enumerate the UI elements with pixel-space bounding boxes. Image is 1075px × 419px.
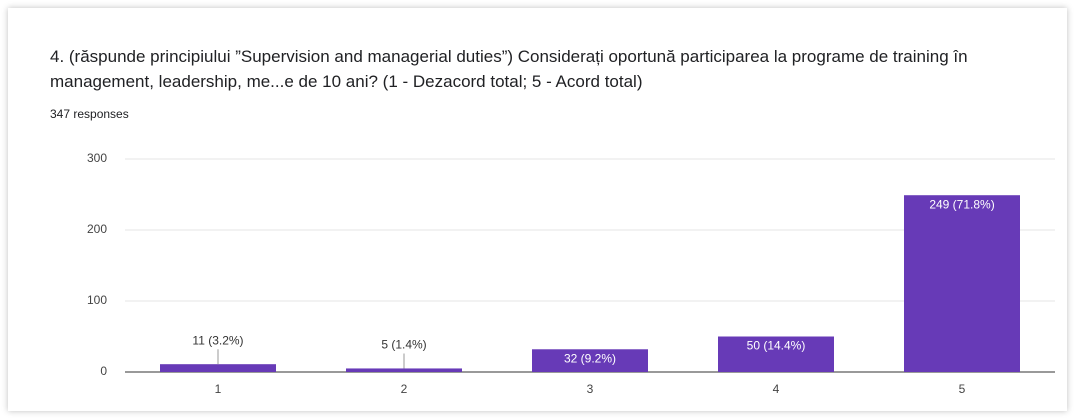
bar — [904, 195, 1020, 372]
bar — [346, 368, 462, 372]
card — [8, 8, 1067, 411]
data-label: 32 (9.2%) — [564, 351, 616, 365]
bar — [532, 349, 648, 372]
x-tick-label: 2 — [401, 382, 408, 396]
x-tick-label: 4 — [773, 382, 780, 396]
chart-title: 4. (răspunde principiului ”Supervision a… — [50, 47, 968, 91]
data-label: 50 (14.4%) — [747, 339, 806, 353]
x-tick-label: 5 — [959, 382, 966, 396]
x-tick-label: 1 — [215, 382, 222, 396]
x-tick-label: 3 — [587, 382, 594, 396]
response-count: 347 responses — [50, 107, 129, 121]
bar — [160, 364, 276, 372]
y-tick-label: 100 — [87, 293, 107, 307]
data-label: 5 (1.4%) — [381, 338, 426, 352]
data-label: 249 (71.8%) — [929, 197, 994, 211]
y-tick-label: 300 — [87, 151, 107, 165]
y-tick-label: 0 — [100, 364, 107, 378]
data-label: 11 (3.2%) — [192, 333, 243, 347]
y-tick-label: 200 — [87, 222, 107, 236]
bar — [718, 336, 834, 372]
